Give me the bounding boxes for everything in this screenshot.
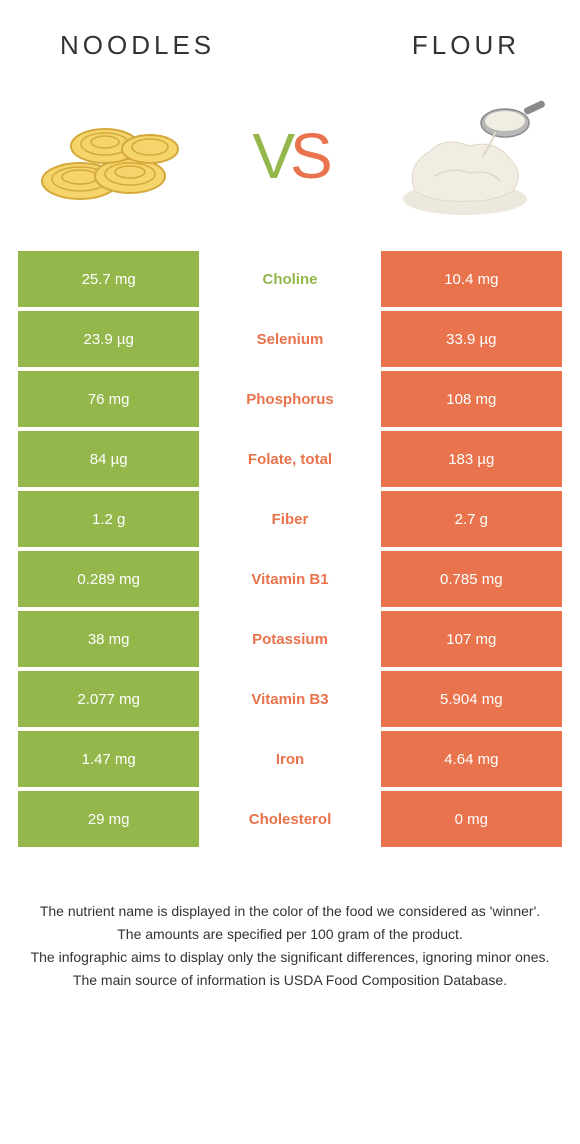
right-value-cell: 0 mg [381,791,562,847]
right-value-cell: 10.4 mg [381,251,562,307]
comparison-table: 25.7 mgCholine10.4 mg23.9 µgSelenium33.9… [0,251,580,847]
right-value-cell: 4.64 mg [381,731,562,787]
footer-line: The amounts are specified per 100 gram o… [30,924,550,945]
right-value-cell: 5.904 mg [381,671,562,727]
footer-line: The infographic aims to display only the… [30,947,550,968]
table-row: 25.7 mgCholine10.4 mg [18,251,562,307]
table-row: 1.2 gFiber2.7 g [18,491,562,547]
nutrient-label-cell: Fiber [199,491,380,547]
footer-line: The nutrient name is displayed in the co… [30,901,550,922]
right-value-cell: 0.785 mg [381,551,562,607]
noodles-image [30,96,190,216]
table-row: 1.47 mgIron4.64 mg [18,731,562,787]
right-value-cell: 183 µg [381,431,562,487]
table-row: 0.289 mgVitamin B10.785 mg [18,551,562,607]
noodles-icon [30,101,190,211]
table-row: 29 mgCholesterol0 mg [18,791,562,847]
table-row: 76 mgPhosphorus108 mg [18,371,562,427]
nutrient-label-cell: Cholesterol [199,791,380,847]
flour-icon [395,91,545,221]
nutrient-label-cell: Potassium [199,611,380,667]
right-food-title: FLOUR [412,30,520,61]
footer-line: The main source of information is USDA F… [30,970,550,991]
right-value-cell: 2.7 g [381,491,562,547]
left-value-cell: 23.9 µg [18,311,199,367]
table-row: 84 µgFolate, total183 µg [18,431,562,487]
flour-image [390,96,550,216]
left-value-cell: 1.2 g [18,491,199,547]
nutrient-label-cell: Selenium [199,311,380,367]
left-value-cell: 1.47 mg [18,731,199,787]
nutrient-label-cell: Folate, total [199,431,380,487]
left-value-cell: 29 mg [18,791,199,847]
nutrient-label-cell: Phosphorus [199,371,380,427]
footer-notes: The nutrient name is displayed in the co… [0,851,580,1013]
left-value-cell: 76 mg [18,371,199,427]
left-value-cell: 2.077 mg [18,671,199,727]
header: NOODLES FLOUR [0,0,580,71]
nutrient-label-cell: Vitamin B3 [199,671,380,727]
nutrient-label-cell: Iron [199,731,380,787]
nutrient-label-cell: Choline [199,251,380,307]
table-row: 2.077 mgVitamin B35.904 mg [18,671,562,727]
right-value-cell: 108 mg [381,371,562,427]
vs-s: S [290,120,328,192]
right-value-cell: 107 mg [381,611,562,667]
hero-row: VS [0,71,580,251]
left-food-title: NOODLES [60,30,215,61]
vs-label: VS [252,119,327,193]
left-value-cell: 84 µg [18,431,199,487]
left-value-cell: 0.289 mg [18,551,199,607]
table-row: 38 mgPotassium107 mg [18,611,562,667]
left-value-cell: 25.7 mg [18,251,199,307]
vs-v: V [252,120,290,192]
left-value-cell: 38 mg [18,611,199,667]
table-row: 23.9 µgSelenium33.9 µg [18,311,562,367]
nutrient-label-cell: Vitamin B1 [199,551,380,607]
right-value-cell: 33.9 µg [381,311,562,367]
